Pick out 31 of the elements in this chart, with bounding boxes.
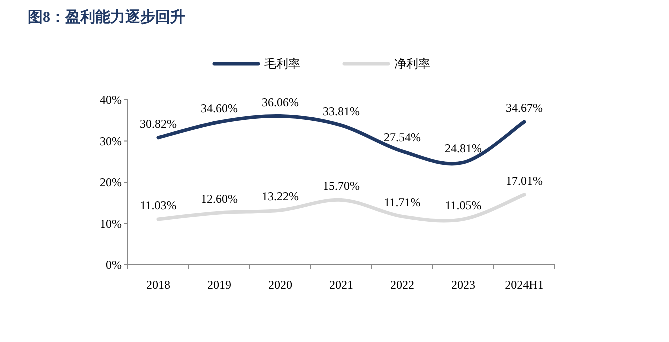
x-tick-label: 2019 <box>208 278 232 292</box>
data-label: 12.60% <box>201 192 238 206</box>
y-tick-label: 10% <box>100 216 122 231</box>
x-tick-label: 2024H1 <box>505 278 544 292</box>
x-tick-label: 2022 <box>390 278 414 292</box>
legend-item: 毛利率 <box>212 57 300 71</box>
y-tick-label: 30% <box>100 134 122 148</box>
x-tick-label: 2023 <box>452 278 476 292</box>
data-label: 36.06% <box>262 95 299 110</box>
data-label: 11.05% <box>445 198 482 212</box>
data-label: 11.71% <box>384 196 421 210</box>
data-label: 17.01% <box>506 174 543 188</box>
legend-item: 净利率 <box>342 57 430 71</box>
data-label: 34.60% <box>201 101 238 116</box>
data-label: 11.03% <box>140 198 177 212</box>
y-tick-label: 0% <box>106 258 122 272</box>
data-label: 30.82% <box>140 116 177 131</box>
x-tick-label: 2018 <box>146 278 170 292</box>
legend-label: 净利率 <box>394 57 430 71</box>
data-label: 15.70% <box>323 179 360 194</box>
x-tick-label: 2021 <box>330 278 354 292</box>
y-tick-label: 40% <box>100 93 122 107</box>
y-tick-label: 20% <box>100 176 122 190</box>
x-tick-label: 2020 <box>268 278 292 292</box>
data-label: 13.22% <box>262 189 299 204</box>
data-label: 33.81% <box>323 104 360 119</box>
data-label: 27.54% <box>384 130 421 144</box>
legend-label: 毛利率 <box>264 57 300 71</box>
data-label: 34.67% <box>506 100 543 115</box>
chart-title: 图8：盈利能力逐步回升 <box>28 9 186 26</box>
data-label: 24.81% <box>445 142 482 156</box>
